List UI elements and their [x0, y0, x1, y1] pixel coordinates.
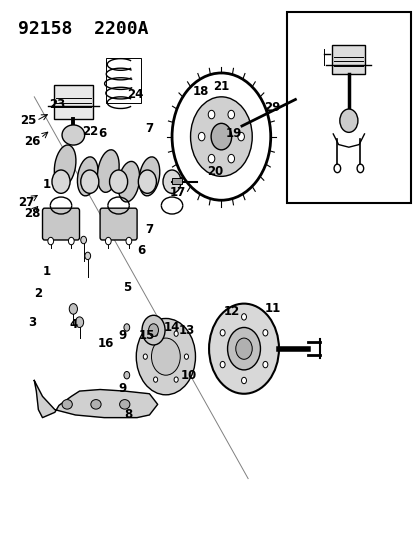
Circle shape — [123, 324, 129, 331]
Text: 4: 4 — [69, 318, 77, 332]
Circle shape — [109, 170, 127, 193]
Circle shape — [228, 110, 234, 119]
Text: 27: 27 — [18, 196, 34, 209]
Circle shape — [208, 155, 214, 163]
Circle shape — [163, 170, 180, 193]
Text: 11: 11 — [264, 302, 280, 316]
Bar — [287, 12, 410, 203]
Text: 1: 1 — [43, 178, 50, 191]
Circle shape — [208, 110, 214, 119]
Circle shape — [151, 338, 180, 375]
Ellipse shape — [62, 400, 72, 409]
Ellipse shape — [54, 145, 76, 187]
Ellipse shape — [118, 161, 139, 202]
Circle shape — [148, 324, 158, 336]
Circle shape — [126, 237, 131, 245]
Text: 7: 7 — [145, 223, 153, 236]
Circle shape — [333, 164, 340, 173]
Text: 15: 15 — [139, 329, 155, 342]
Text: 25: 25 — [20, 114, 36, 127]
Circle shape — [81, 170, 99, 193]
Text: 3: 3 — [28, 316, 36, 329]
Circle shape — [198, 132, 204, 141]
Ellipse shape — [62, 125, 84, 145]
Circle shape — [211, 123, 231, 150]
Text: 23: 23 — [49, 98, 65, 111]
Circle shape — [237, 132, 244, 141]
Text: 19: 19 — [225, 127, 241, 140]
Circle shape — [138, 170, 156, 193]
Text: 29: 29 — [264, 101, 280, 114]
Text: 13: 13 — [178, 324, 194, 337]
Circle shape — [174, 377, 178, 382]
Circle shape — [241, 377, 246, 384]
Text: 12: 12 — [223, 305, 239, 318]
Text: 6: 6 — [137, 244, 145, 257]
Circle shape — [123, 372, 129, 379]
FancyBboxPatch shape — [100, 208, 137, 240]
Circle shape — [228, 155, 234, 163]
Text: 2: 2 — [34, 287, 43, 300]
Bar — [332, 45, 364, 74]
Ellipse shape — [97, 150, 119, 192]
Circle shape — [105, 237, 111, 245]
Circle shape — [220, 361, 225, 368]
Circle shape — [81, 236, 86, 244]
Circle shape — [262, 361, 267, 368]
Circle shape — [227, 327, 260, 370]
Text: 26: 26 — [24, 135, 40, 148]
Circle shape — [241, 314, 246, 320]
Circle shape — [48, 237, 54, 245]
Text: 21: 21 — [213, 80, 229, 93]
Bar — [172, 178, 182, 184]
FancyBboxPatch shape — [43, 208, 79, 240]
Text: 14: 14 — [164, 321, 180, 334]
Circle shape — [235, 338, 252, 359]
Text: 28: 28 — [24, 207, 40, 220]
Text: 9: 9 — [118, 329, 126, 342]
Circle shape — [75, 317, 83, 327]
Text: 6: 6 — [98, 127, 106, 140]
Circle shape — [69, 304, 77, 314]
Text: 17: 17 — [170, 186, 186, 199]
Circle shape — [153, 377, 157, 382]
Circle shape — [220, 329, 225, 336]
Polygon shape — [34, 381, 157, 418]
Circle shape — [136, 318, 195, 395]
Text: 1: 1 — [43, 265, 50, 278]
Text: 92158  2200A: 92158 2200A — [18, 20, 148, 38]
Text: 16: 16 — [98, 337, 114, 350]
Ellipse shape — [119, 400, 130, 409]
Text: 10: 10 — [180, 369, 196, 382]
Circle shape — [356, 164, 363, 173]
Bar — [106, 58, 141, 103]
Text: 7: 7 — [145, 122, 153, 135]
Ellipse shape — [90, 400, 101, 409]
Text: 22: 22 — [81, 125, 98, 138]
Circle shape — [143, 354, 147, 359]
Circle shape — [68, 237, 74, 245]
Circle shape — [85, 252, 90, 260]
Circle shape — [142, 316, 165, 345]
Circle shape — [153, 331, 157, 336]
Circle shape — [174, 331, 178, 336]
Text: 9: 9 — [118, 382, 126, 395]
Circle shape — [52, 170, 70, 193]
Circle shape — [184, 354, 188, 359]
Ellipse shape — [139, 157, 159, 196]
Circle shape — [262, 329, 267, 336]
Text: 18: 18 — [192, 85, 209, 98]
Circle shape — [190, 97, 252, 176]
Text: 20: 20 — [206, 165, 223, 177]
Text: 8: 8 — [124, 408, 133, 422]
Circle shape — [209, 304, 278, 394]
Circle shape — [339, 109, 357, 132]
Ellipse shape — [77, 157, 98, 196]
Text: 5: 5 — [122, 281, 131, 294]
Bar — [54, 85, 93, 119]
Text: 24: 24 — [126, 87, 143, 101]
